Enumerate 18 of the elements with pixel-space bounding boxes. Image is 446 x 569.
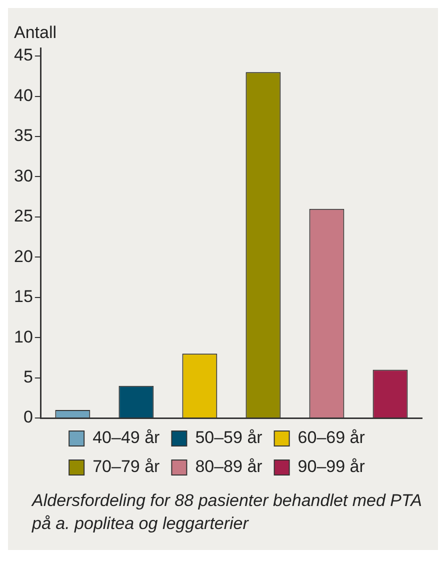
y-tick-label: 30 <box>14 166 33 186</box>
legend-label: 60–69 år <box>298 428 366 448</box>
y-tick-label: 15 <box>14 287 33 306</box>
y-tick-label: 5 <box>23 367 33 386</box>
legend-label: 90–99 år <box>298 457 366 476</box>
legend-label: 50–59 år <box>195 428 263 448</box>
y-tick-label: 45 <box>14 46 33 65</box>
y-tick-label: 35 <box>14 126 33 146</box>
y-tick-label: 10 <box>14 327 33 346</box>
y-tick-label: 0 <box>23 408 33 427</box>
y-axis-title: Antall <box>14 23 57 42</box>
legend-label: 80–89 år <box>195 457 263 476</box>
y-tick-label: 40 <box>14 86 33 105</box>
text: Aldersfordeling for 88 pasienter behandlet med PTA på a. poplitea og leggarterier <box>32 490 422 535</box>
legend-label: 40–49 år <box>92 428 160 448</box>
legend-label: 70–79 år <box>92 457 160 476</box>
y-tick-label: 20 <box>14 246 33 266</box>
y-tick-label: 25 <box>14 206 33 226</box>
